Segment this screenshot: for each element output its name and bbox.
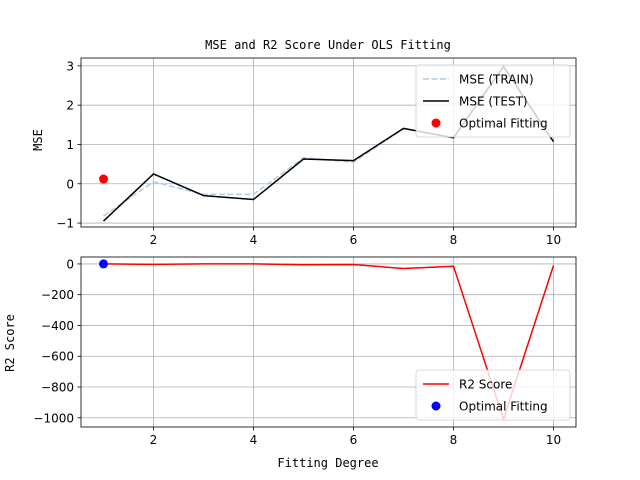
legend-box bbox=[415, 64, 571, 138]
legend-box bbox=[415, 369, 571, 421]
mse-panel: 2 4 6 8 10 −1 0 1 2 3 MSE (TRAIN) MSE (TEST) Optimal… bbox=[56, 57, 577, 247]
x-tick-label: 8 bbox=[450, 433, 458, 447]
y-tick-label: −600 bbox=[41, 350, 74, 364]
chart-title: MSE and R2 Score Under OLS Fitting bbox=[205, 38, 451, 52]
y-tick-label: 0 bbox=[66, 177, 74, 191]
x-axis-label: Fitting Degree bbox=[277, 456, 378, 470]
y-tick-label: −1000 bbox=[33, 411, 74, 425]
y-tick-label: 3 bbox=[66, 59, 74, 73]
x-tick-label: 10 bbox=[546, 233, 561, 247]
y-tick-label: 0 bbox=[66, 257, 74, 271]
y-tick-label: 2 bbox=[66, 99, 74, 113]
legend: MSE (TRAIN) MSE (TEST) Optimal Fitting bbox=[415, 64, 571, 138]
legend-label: Optimal Fitting bbox=[459, 400, 548, 414]
legend-label: Optimal Fitting bbox=[459, 117, 548, 131]
r2-axis-label: R2 Score bbox=[3, 314, 17, 372]
y-tick-label: 1 bbox=[66, 138, 74, 152]
legend: R2 Score Optimal Fitting bbox=[415, 369, 571, 421]
y-tick-label: −200 bbox=[41, 288, 74, 302]
y-tick-label: −1 bbox=[56, 217, 74, 231]
legend-label: R2 Score bbox=[459, 378, 512, 392]
x-tick-label: 4 bbox=[250, 433, 258, 447]
y-tick-label: −800 bbox=[41, 381, 74, 395]
optimal-fitting-point bbox=[99, 259, 108, 269]
optimal-fitting-point bbox=[99, 174, 108, 184]
legend-label: MSE (TRAIN) bbox=[459, 73, 534, 87]
x-tick-label: 10 bbox=[546, 433, 561, 447]
x-tick-label: 6 bbox=[350, 433, 358, 447]
mse-axis-label: MSE bbox=[31, 129, 45, 151]
x-tick-label: 6 bbox=[350, 233, 358, 247]
series-line-0 bbox=[103, 263, 555, 421]
x-tick-label: 8 bbox=[450, 233, 458, 247]
axes-frame bbox=[80, 57, 577, 228]
y-tick-label: −400 bbox=[41, 319, 74, 333]
axes-frame bbox=[80, 256, 577, 428]
x-tick-label: 4 bbox=[250, 233, 258, 247]
x-tick-label: 2 bbox=[150, 233, 158, 247]
r2-panel: 2 4 6 8 10 0 −200 −400 −600 −800 −1000 R2 Score Opti… bbox=[33, 256, 577, 447]
legend-label: MSE (TEST) bbox=[459, 95, 528, 109]
legend-swatch-dot bbox=[431, 118, 441, 128]
legend-swatch-dot bbox=[431, 401, 441, 411]
x-tick-label: 2 bbox=[150, 433, 158, 447]
